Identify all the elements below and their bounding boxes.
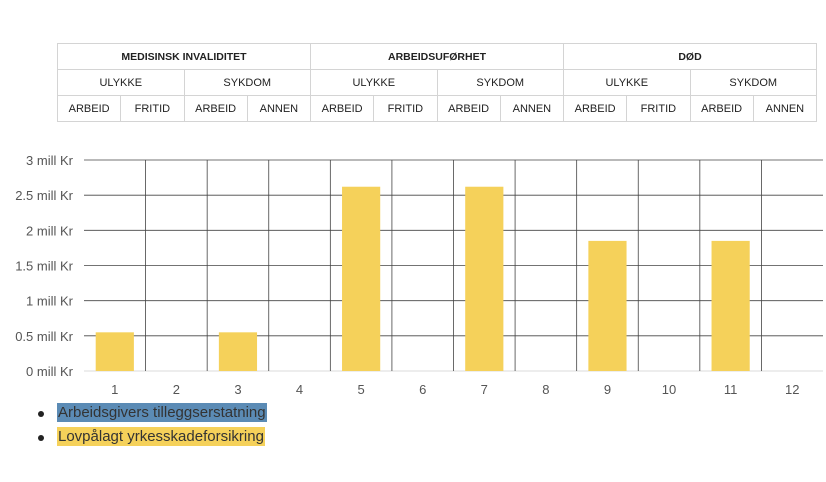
y-tick-label: 0 mill Kr — [26, 364, 74, 379]
x-tick-label: 7 — [481, 382, 488, 397]
bar — [342, 186, 381, 371]
y-tick-label: 2 mill Kr — [26, 223, 74, 238]
x-tick-label: 2 — [173, 382, 180, 397]
y-tick-label: 3 mill Kr — [26, 153, 74, 168]
header-leaf: ARBEID — [183, 95, 248, 122]
chart-legend: Arbeidsgivers tilleggserstatning Lovpåla… — [36, 403, 267, 452]
bullet-icon — [38, 435, 44, 441]
header-leaf: FRITID — [626, 95, 691, 122]
x-tick-label: 1 — [111, 382, 118, 397]
legend-item[interactable]: Arbeidsgivers tilleggserstatning — [36, 403, 267, 428]
x-tick-label: 9 — [604, 382, 611, 397]
header-subgroup: ULYKKE — [563, 69, 691, 96]
x-tick-label: 11 — [724, 382, 738, 397]
header-subgroup: ULYKKE — [57, 69, 185, 96]
x-tick-label: 3 — [234, 382, 241, 397]
legend-label: Arbeidsgivers tilleggserstatning — [57, 403, 267, 422]
header-group-medisinsk-invaliditet: MEDISINSK INVALIDITET — [57, 43, 311, 70]
bar — [95, 332, 134, 371]
header-leaf: FRITID — [373, 95, 438, 122]
x-tick-label: 6 — [419, 382, 426, 397]
header-subgroup: SYKDOM — [183, 69, 311, 96]
header-leaf: ARBEID — [436, 95, 501, 122]
header-subgroup: SYKDOM — [436, 69, 564, 96]
header-group-dod: DØD — [563, 43, 817, 70]
header-leaf: ANNEN — [752, 95, 818, 122]
header-leaf: FRITID — [120, 95, 185, 122]
y-tick-label: 1.5 mill Kr — [15, 259, 73, 274]
x-tick-label: 8 — [542, 382, 549, 397]
category-header-table: MEDISINSK INVALIDITET ARBEIDSUFØRHET DØD… — [56, 43, 818, 122]
legend-label: Lovpålagt yrkesskadeforsikring — [57, 427, 265, 446]
header-subgroup: ULYKKE — [310, 69, 438, 96]
y-tick-label: 0.5 mill Kr — [15, 329, 73, 344]
x-tick-label: 12 — [785, 382, 799, 397]
x-tick-label: 5 — [358, 382, 365, 397]
bar — [218, 332, 258, 371]
header-leaf: ARBEID — [309, 95, 375, 122]
bullet-icon — [38, 411, 44, 417]
header-leaf: ANNEN — [246, 95, 312, 122]
header-leaf: ANNEN — [499, 95, 565, 122]
header-leaf: ARBEID — [562, 95, 628, 122]
header-leaf: ARBEID — [689, 95, 754, 122]
legend-item[interactable]: Lovpålagt yrkesskadeforsikring — [36, 427, 267, 452]
bar — [588, 240, 627, 371]
y-tick-label: 1 mill Kr — [26, 294, 74, 309]
header-group-arbeidsuforhet: ARBEIDSUFØRHET — [310, 43, 564, 70]
bar-chart: 0 mill Kr 0.5 mill Kr 1 mill Kr 1.5 mill Kr… — [15, 153, 823, 397]
bar — [711, 240, 750, 371]
header-subgroup: SYKDOM — [689, 69, 817, 96]
x-tick-label: 10 — [662, 382, 676, 397]
header-leaf: ARBEID — [56, 95, 122, 122]
y-tick-label: 2.5 mill Kr — [15, 188, 73, 203]
x-tick-label: 4 — [296, 382, 303, 397]
bar — [465, 186, 504, 371]
